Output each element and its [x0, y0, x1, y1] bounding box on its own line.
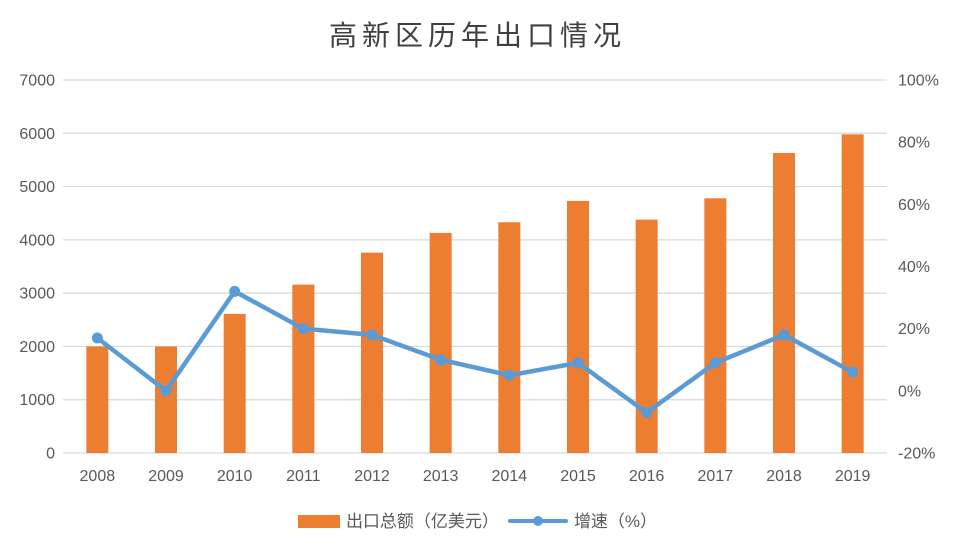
- bar-2010: [223, 313, 246, 453]
- growth-point-2017: [709, 357, 721, 369]
- growth-point-2019: [847, 366, 859, 378]
- bar-2008: [86, 346, 109, 453]
- growth-line: [95, 289, 855, 415]
- bar-2017: [704, 198, 727, 453]
- growth-point-2016: [641, 407, 653, 419]
- bar-series-swatch: [297, 514, 340, 528]
- growth-point-2010: [229, 285, 241, 297]
- line-swatch-marker: [532, 516, 543, 526]
- y-axis-left-tick-label: 5000: [19, 179, 55, 196]
- y-axis-right-tick-label: 100%: [898, 73, 939, 90]
- y-axis-left-tick-label: 3000: [19, 286, 55, 303]
- x-axis-tick-label: 2015: [560, 468, 596, 485]
- y-axis-left-tick-label: 6000: [19, 126, 55, 143]
- y-axis-right-tick-label: 20%: [898, 321, 930, 338]
- growth-point-2008: [91, 332, 103, 344]
- x-axis-tick-label: 2012: [354, 468, 390, 485]
- y-axis-right-tick-label: 60%: [898, 197, 930, 214]
- y-axis-right-tick-label: 0%: [898, 383, 921, 400]
- growth-point-2018: [778, 329, 790, 341]
- legend-item-growth: 增速（%）: [507, 511, 658, 531]
- legend: 出口总额（亿美元） 增速（%）: [0, 506, 955, 536]
- y-axis-left-tick-label: 7000: [19, 73, 55, 90]
- legend-item-exports: 出口总额（亿美元）: [297, 511, 499, 531]
- growth-point-2012: [366, 329, 378, 341]
- x-axis-tick-label: 2019: [835, 468, 871, 485]
- bar-2012: [361, 252, 383, 453]
- line-series-swatch: [507, 515, 568, 528]
- y-axis-right-tick-label: 40%: [898, 259, 930, 276]
- legend-label-growth: 增速（%）: [573, 511, 658, 531]
- x-axis-tick-label: 2017: [698, 468, 734, 485]
- chart-title: 高新区历年出口情况: [328, 19, 626, 52]
- x-axis-tick-label: 2016: [629, 468, 665, 485]
- x-axis-tick-label: 2009: [148, 468, 184, 485]
- growth-point-2011: [297, 323, 309, 335]
- y-axis-right-tick-label: 80%: [898, 135, 930, 152]
- x-axis-tick-label: 2014: [492, 468, 528, 485]
- y-axis-left-tick-label: 2000: [19, 339, 55, 356]
- bar-2018: [773, 153, 795, 453]
- x-axis-tick-label: 2010: [217, 468, 253, 485]
- y-axis-left-tick-label: 1000: [19, 392, 55, 409]
- bar-2015: [567, 200, 589, 453]
- legend-label-exports: 出口总额（亿美元）: [345, 511, 499, 531]
- growth-point-2009: [160, 385, 172, 397]
- growth-point-2013: [435, 354, 447, 366]
- y-axis-right-tick-label: -20%: [898, 446, 935, 463]
- bar-2013: [429, 232, 452, 453]
- growth-point-2015: [572, 357, 584, 369]
- x-axis-tick-label: 2018: [766, 468, 802, 485]
- x-axis-tick-label: 2013: [423, 468, 459, 485]
- bar-2014: [498, 222, 521, 453]
- bar-2009: [155, 346, 177, 453]
- bar-2019: [841, 134, 864, 453]
- x-axis-tick-label: 2011: [286, 468, 321, 485]
- growth-point-2014: [503, 369, 515, 381]
- y-axis-left-tick-label: 0: [46, 446, 55, 463]
- bar-2011: [292, 284, 315, 453]
- y-axis-left-tick-label: 4000: [19, 232, 55, 249]
- x-axis-tick-label: 2008: [80, 468, 116, 485]
- bar-2016: [635, 219, 658, 453]
